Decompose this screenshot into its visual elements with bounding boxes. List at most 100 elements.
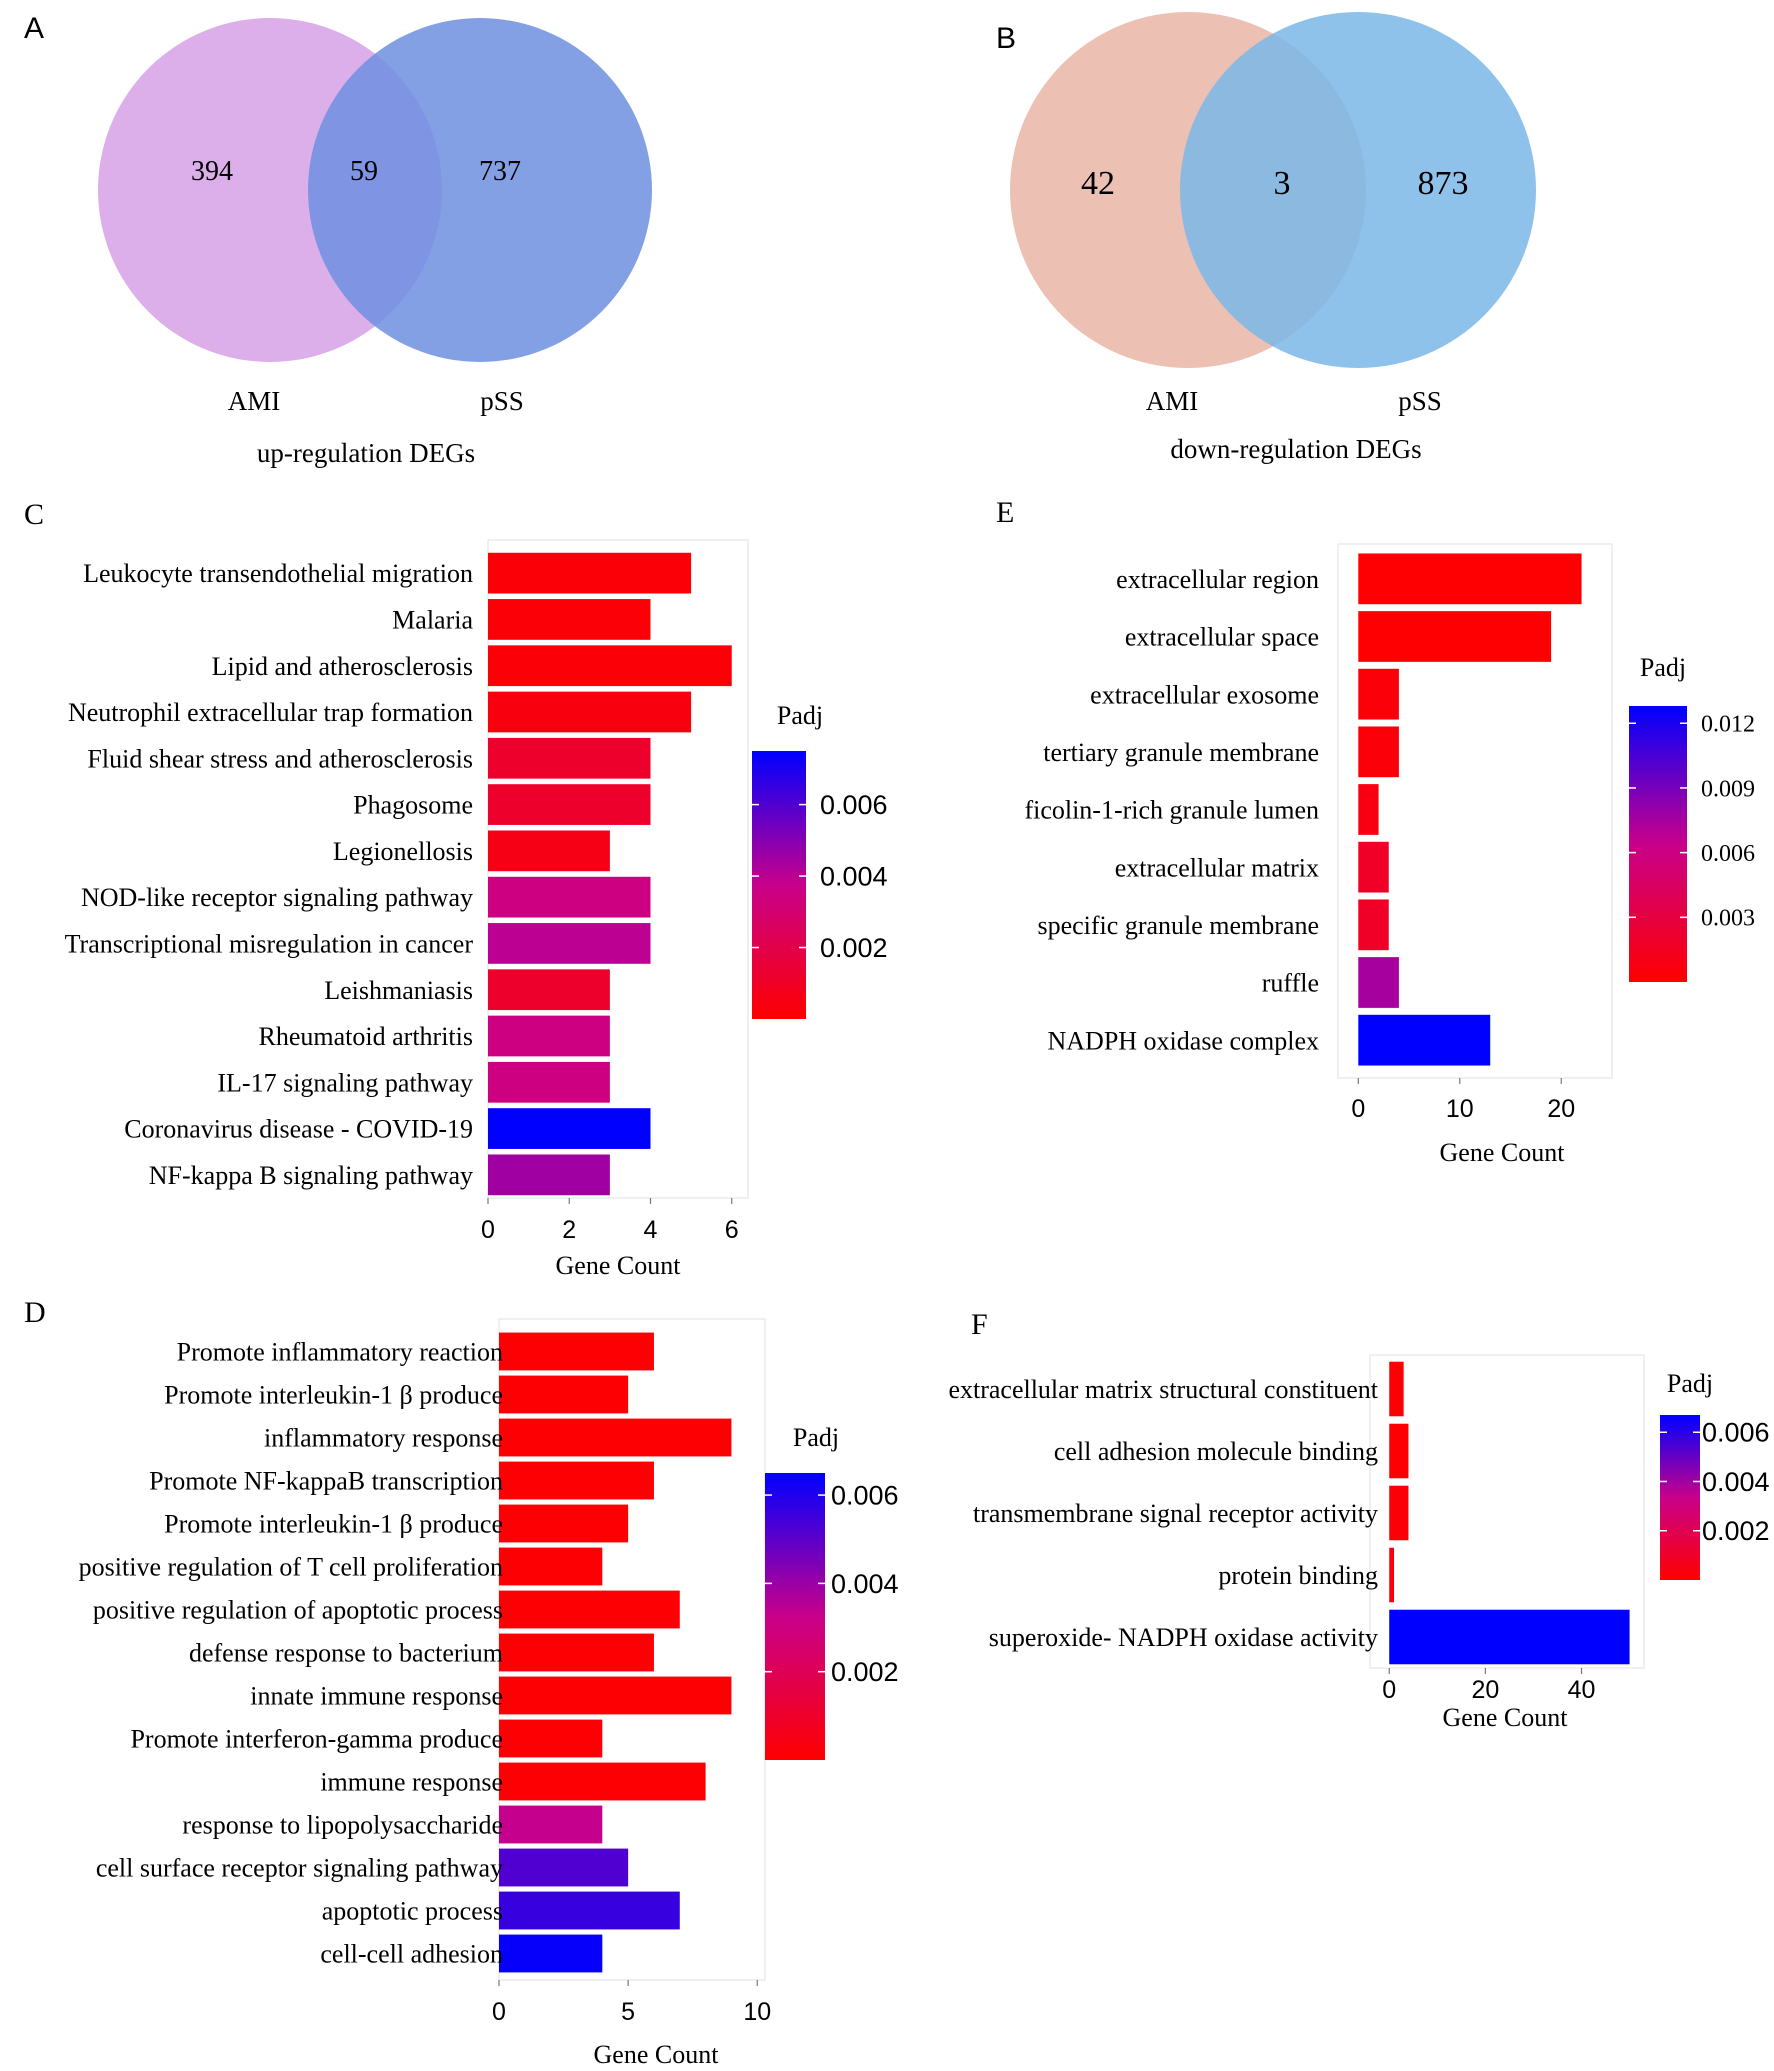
bar xyxy=(499,1590,680,1629)
panel-label-e: E xyxy=(996,496,1014,529)
bar xyxy=(1389,1609,1630,1665)
x-tick-label: 0 xyxy=(481,1216,495,1244)
venn-set-label-left: AMI xyxy=(1146,386,1199,416)
bar xyxy=(1358,841,1389,893)
category-label: Promote inflammatory reaction xyxy=(177,1338,503,1367)
venn-count-intersection: 3 xyxy=(1274,165,1291,202)
category-label: extracellular region xyxy=(1116,565,1319,594)
legend-title: Padj xyxy=(1640,653,1686,682)
bar xyxy=(1358,553,1582,605)
x-tick-label: 5 xyxy=(621,1998,635,2026)
bar xyxy=(499,1848,629,1887)
category-label: Phagosome xyxy=(353,791,473,820)
bar xyxy=(488,1015,610,1057)
category-label: superoxide- NADPH oxidase activity xyxy=(989,1623,1378,1652)
bar xyxy=(499,1418,732,1457)
bar xyxy=(1389,1361,1404,1417)
category-label: apoptotic process xyxy=(322,1897,503,1926)
x-axis-label: Gene Count xyxy=(1440,1138,1566,1167)
bar xyxy=(1389,1547,1395,1603)
category-label: defense response to bacterium xyxy=(189,1639,503,1668)
bar xyxy=(488,784,651,825)
bar xyxy=(499,1805,603,1844)
venn-count-right: 873 xyxy=(1418,165,1469,202)
venn-count-right: 737 xyxy=(479,156,521,187)
bar xyxy=(499,1762,706,1801)
legend-tick-label: 0.004 xyxy=(820,862,888,892)
bar xyxy=(499,1461,654,1500)
legend-tick-label: 0.004 xyxy=(1702,1467,1770,1497)
venn-count-left: 394 xyxy=(191,156,233,187)
bar xyxy=(1358,957,1399,1008)
x-tick-label: 10 xyxy=(743,1998,771,2026)
bar xyxy=(1358,784,1379,835)
legend-tick-label: 0.002 xyxy=(831,1657,899,1687)
bar xyxy=(488,645,732,687)
bar xyxy=(488,876,651,918)
bar xyxy=(499,1375,629,1414)
category-label: Promote interleukin-1 β produce xyxy=(164,1510,503,1539)
venn-count-left: 42 xyxy=(1081,165,1115,202)
category-label: NF-kappa B signaling pathway xyxy=(149,1161,473,1190)
bar xyxy=(499,1891,680,1930)
category-label: NOD-like receptor signaling pathway xyxy=(81,883,473,912)
x-tick-label: 6 xyxy=(725,1216,739,1244)
legend-tick-label: 0.002 xyxy=(1702,1516,1770,1546)
category-label: response to lipopolysaccharide xyxy=(182,1811,503,1840)
venn-set-label-right: pSS xyxy=(480,386,524,416)
bar xyxy=(488,599,651,640)
legend-tick-label: 0.003 xyxy=(1701,906,1755,932)
legend-title: Padj xyxy=(1667,1369,1713,1398)
category-label: tertiary granule membrane xyxy=(1043,738,1319,767)
x-tick-label: 0 xyxy=(492,1998,506,2026)
bar xyxy=(1358,1014,1491,1066)
category-label: immune response xyxy=(320,1768,503,1797)
category-label: ruffle xyxy=(1262,969,1319,998)
category-label: Malaria xyxy=(392,606,473,635)
x-axis-label: Gene Count xyxy=(556,1251,682,1280)
bar xyxy=(488,552,692,594)
panel-label-d: D xyxy=(24,1296,46,1329)
bar xyxy=(499,1547,603,1586)
bar xyxy=(488,737,651,779)
plot-panel xyxy=(1369,1354,1645,1669)
venn-set-label-left: AMI xyxy=(228,386,281,416)
x-tick-label: 2 xyxy=(562,1216,576,1244)
bar xyxy=(499,1633,654,1672)
panel-label-a: A xyxy=(24,12,44,45)
bp-bar-chart: Promote inflammatory reaction Promote int… xyxy=(79,1318,899,2069)
bar xyxy=(499,1504,629,1543)
bar xyxy=(499,1934,603,1973)
category-label: cell-cell adhesion xyxy=(320,1940,503,1969)
bar xyxy=(499,1719,603,1758)
bar xyxy=(1358,899,1389,951)
x-axis-label: Gene Count xyxy=(1443,1703,1569,1732)
venn-down-regulation: 42 3 873 AMI pSS down-regulation DEGs xyxy=(1010,12,1536,464)
category-label: protein binding xyxy=(1218,1561,1378,1590)
x-tick-label: 4 xyxy=(644,1216,658,1244)
legend-colorbar xyxy=(752,751,806,1019)
bar xyxy=(488,923,651,964)
bar xyxy=(488,1061,610,1103)
category-label: IL-17 signaling pathway xyxy=(217,1068,473,1097)
x-tick-label: 20 xyxy=(1471,1676,1499,1704)
category-label: Transcriptional misregulation in cancer xyxy=(65,930,474,959)
category-label: innate immune response xyxy=(250,1682,503,1711)
legend-colorbar xyxy=(765,1473,825,1760)
legend-tick-label: 0.006 xyxy=(1701,841,1755,867)
category-label: Rheumatoid arthritis xyxy=(259,1022,473,1051)
category-label: Promote NF-kappaB transcription xyxy=(149,1467,503,1496)
legend-tick-label: 0.006 xyxy=(831,1481,899,1511)
legend-tick-label: 0.009 xyxy=(1701,776,1755,802)
category-label: extracellular matrix xyxy=(1115,853,1319,882)
legend-colorbar xyxy=(1660,1415,1700,1580)
category-label: specific granule membrane xyxy=(1037,911,1319,940)
bar xyxy=(488,1154,610,1196)
panel-label-c: C xyxy=(24,498,44,531)
x-tick-label: 10 xyxy=(1446,1095,1474,1123)
bar xyxy=(488,691,692,733)
venn-count-intersection: 59 xyxy=(350,156,378,187)
bar xyxy=(1358,668,1399,720)
